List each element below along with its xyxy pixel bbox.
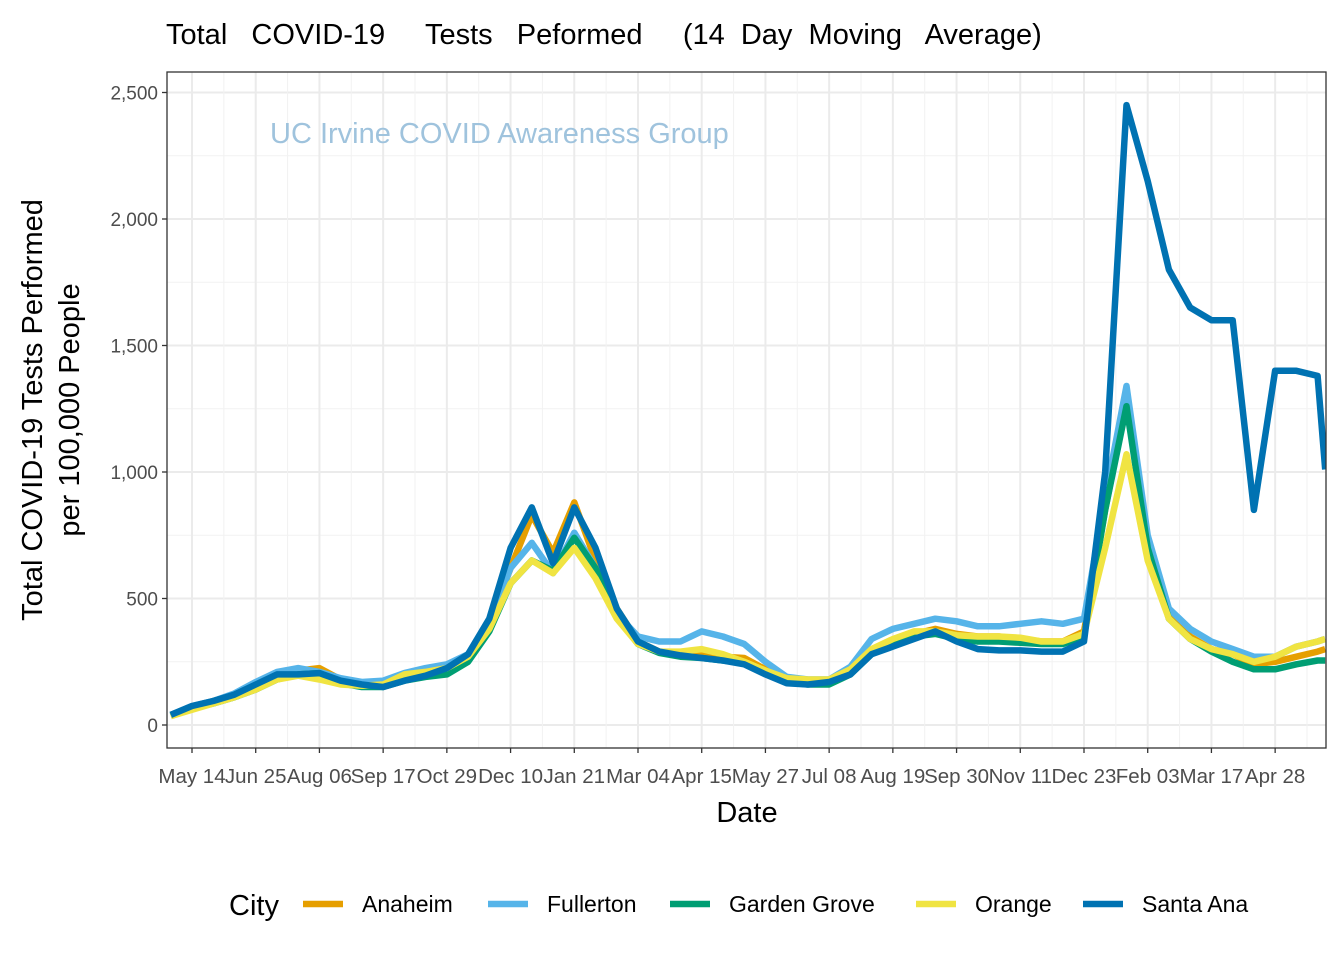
x-tick-label: Mar 17 xyxy=(1180,765,1244,788)
x-tick-label: Jul 08 xyxy=(802,765,857,788)
legend-title: City xyxy=(229,890,279,922)
x-tick-label: May 14 xyxy=(158,765,225,788)
x-axis-label: Date xyxy=(716,797,777,829)
y-axis-label-line1: Total COVID-19 Tests Performed xyxy=(17,199,49,621)
x-tick-label: Oct 29 xyxy=(417,765,477,788)
x-tick-label: Jun 25 xyxy=(225,765,287,788)
y-tick-label: 1,000 xyxy=(110,463,158,484)
watermark: UC Irvine COVID Awareness Group xyxy=(270,118,729,150)
x-tick-label: Aug 06 xyxy=(287,765,352,788)
y-tick-label: 1,500 xyxy=(110,337,158,358)
plot-border xyxy=(166,71,1327,749)
series-line-santa-ana xyxy=(169,101,1326,718)
series-lines xyxy=(169,101,1326,720)
y-tick-label: 500 xyxy=(126,590,158,611)
x-tick-label: Dec 10 xyxy=(478,765,543,788)
x-tick-label: Apr 15 xyxy=(672,765,732,788)
legend-label-anaheim: Anaheim xyxy=(362,891,453,917)
legend-label-garden-grove: Garden Grove xyxy=(729,891,875,917)
x-tick-label: Jan 21 xyxy=(544,765,606,788)
x-tick-label: Sep 30 xyxy=(924,765,989,788)
x-tick-label: Aug 19 xyxy=(860,765,925,788)
x-tick-label: Feb 03 xyxy=(1116,765,1180,788)
y-axis-label: Total COVID-19 Tests Performed per 100,0… xyxy=(17,199,86,621)
x-tick-label: Apr 28 xyxy=(1245,765,1305,788)
y-tick-label: 2,000 xyxy=(110,210,158,231)
x-tick-label: May 27 xyxy=(732,765,799,788)
legend-label-santa-ana: Santa Ana xyxy=(1142,891,1248,917)
y-axis-label-line2: per 100,000 People xyxy=(54,283,86,536)
chart-title: Total COVID-19 Tests Peformed (14 Day Mo… xyxy=(166,19,1042,51)
y-tick-label: 0 xyxy=(147,716,158,737)
y-tick-label: 2,500 xyxy=(110,84,158,105)
x-tick-label: Mar 04 xyxy=(606,765,670,788)
legend: City Anaheim Fullerton Garden Grove Orange S… xyxy=(229,890,1248,922)
x-tick-label: Nov 11 xyxy=(989,765,1052,788)
legend-label-fullerton: Fullerton xyxy=(547,891,636,917)
legend-label-orange: Orange xyxy=(975,891,1052,917)
x-tick-label: Dec 23 xyxy=(1052,765,1117,788)
x-tick-label: Sep 17 xyxy=(351,765,416,788)
